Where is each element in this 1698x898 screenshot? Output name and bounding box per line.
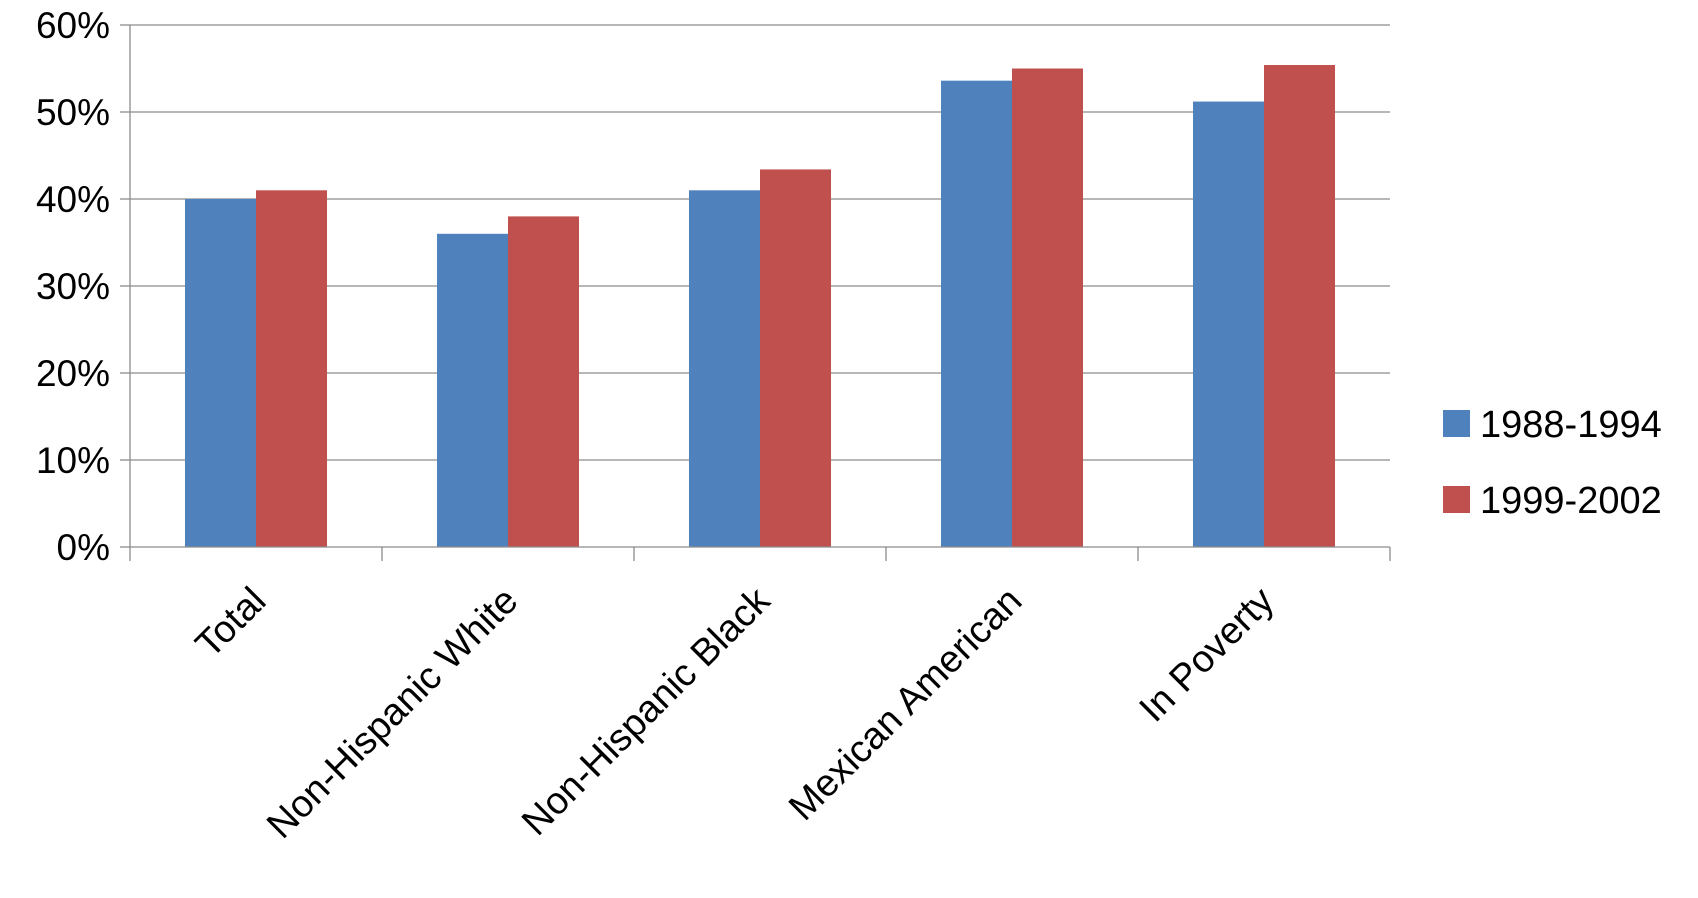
bar-1999-2002-non-hispanic-black <box>760 169 831 548</box>
bar-1988-1994-non-hispanic-black <box>689 190 760 548</box>
bars <box>185 65 1335 548</box>
x-tick-label: Non-Hispanic Black <box>514 579 779 844</box>
y-tick-label: 40% <box>36 179 110 220</box>
bar-1999-2002-non-hispanic-white <box>508 216 579 547</box>
bar-1999-2002-mexican-american <box>1012 68 1083 547</box>
legend-swatch <box>1443 486 1470 513</box>
y-tick-label: 60% <box>36 5 110 46</box>
y-tick-label: 0% <box>57 527 110 568</box>
x-tick-label: In Poverty <box>1132 580 1283 731</box>
y-tick-label: 50% <box>36 92 110 133</box>
axes <box>120 24 1391 561</box>
legend-label: 1988-1994 <box>1480 404 1662 446</box>
x-tick-label: Non-Hispanic White <box>259 580 526 847</box>
y-tick-label: 30% <box>36 266 110 307</box>
bar-1999-2002-total <box>256 190 327 548</box>
x-tick-label: Mexican American <box>781 580 1030 829</box>
legend-swatch <box>1443 410 1470 437</box>
legend: 1988-1994 1999-2002 <box>1443 404 1662 522</box>
bar-1988-1994-mexican-american <box>941 80 1012 548</box>
bar-1988-1994-non-hispanic-white <box>437 233 508 548</box>
bar-1988-1994-in-poverty <box>1193 101 1264 547</box>
bar-1999-2002-in-poverty <box>1264 65 1335 548</box>
legend-label: 1999-2002 <box>1480 480 1662 522</box>
y-tick-label: 10% <box>36 440 110 481</box>
y-axis-tick-labels: 0% 10% 20% 30% 40% 50% 60% <box>36 5 110 568</box>
bar-1988-1994-total <box>185 199 256 547</box>
y-tick-label: 20% <box>36 353 110 394</box>
x-tick-label: Total <box>188 580 274 666</box>
